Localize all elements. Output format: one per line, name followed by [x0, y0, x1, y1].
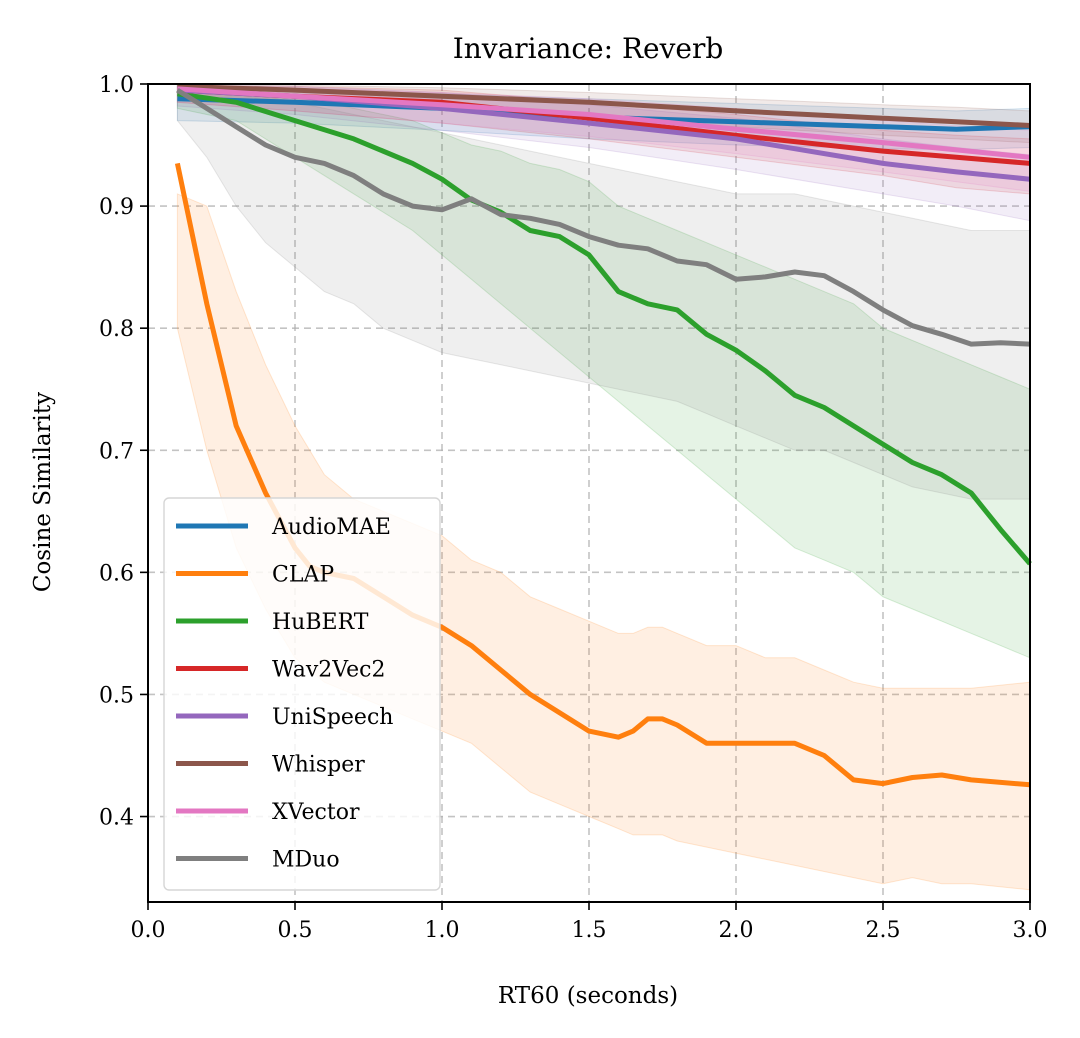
y-tick-label-5: 0.9	[99, 195, 134, 220]
legend-label-mduo: MDuo	[272, 848, 340, 873]
y-tick-label-4: 0.8	[99, 317, 134, 342]
axis-ticks: 0.0 0.5 1.0 1.5 2.0 2.5 3.0 0.4 0.5 0.6 0.7 0.8 0.9 1…	[99, 73, 1048, 943]
legend: AudioMAE CLAP HuBERT Wav2Vec2 UniSpeech Whisp…	[163, 497, 441, 891]
line-whisper	[177, 83, 1031, 128]
legend-label-clap: CLAP	[272, 563, 334, 588]
y-tick-label-3: 0.7	[99, 439, 134, 464]
x-tick-label-6: 3.0	[1013, 918, 1048, 943]
x-tick-label-5: 2.5	[866, 918, 901, 943]
y-axis-title: Cosine Similarity	[30, 392, 56, 592]
chart-title: Invariance: Reverb	[453, 32, 724, 65]
y-tick-label-1: 0.5	[99, 683, 134, 708]
legend-label-whisper: Whisper	[272, 753, 365, 778]
line-xvector	[177, 86, 1031, 160]
x-tick-label-1: 0.5	[278, 918, 313, 943]
y-tick-label-6: 1.0	[99, 73, 134, 98]
x-tick-label-0: 0.0	[131, 918, 166, 943]
x-tick-label-3: 1.5	[572, 918, 607, 943]
legend-label-audiomae: AudioMAE	[271, 515, 391, 540]
y-tick-label-0: 0.4	[99, 806, 134, 831]
x-tick-label-2: 1.0	[425, 918, 460, 943]
x-axis-title: RT60 (seconds)	[498, 983, 678, 1009]
line-mduo	[176, 87, 1031, 347]
legend-label-wav2vec2: Wav2Vec2	[272, 658, 385, 683]
y-tick-label-2: 0.6	[99, 561, 134, 586]
legend-label-xvector: XVector	[272, 800, 360, 825]
x-tick-label-4: 2.0	[719, 918, 754, 943]
legend-box	[163, 497, 441, 891]
line-hubert	[177, 91, 1032, 566]
legend-label-unispeech: UniSpeech	[272, 705, 393, 730]
legend-label-hubert: HuBERT	[272, 610, 369, 635]
